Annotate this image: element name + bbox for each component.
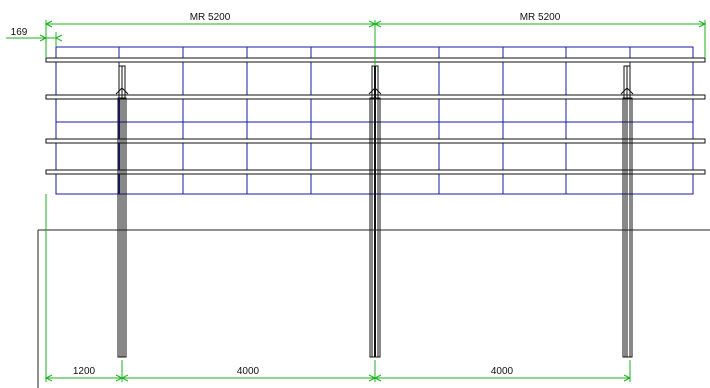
top-left-span-label: MR 5200 [190,12,231,23]
ground-outline [37,229,710,388]
top-offset-label: 169 [11,27,28,38]
post-left-head [118,65,126,99]
post-left [115,65,129,358]
bottom-offset-label: 1200 [73,366,96,377]
post-center [368,65,382,358]
top-right-span-label: MR 5200 [520,12,561,23]
dimension-lines [6,20,707,382]
post-right [620,65,634,358]
bottom-span-2-label: 4000 [491,366,514,377]
post-right-head [623,65,631,99]
bottom-span-1-label: 4000 [237,366,260,377]
